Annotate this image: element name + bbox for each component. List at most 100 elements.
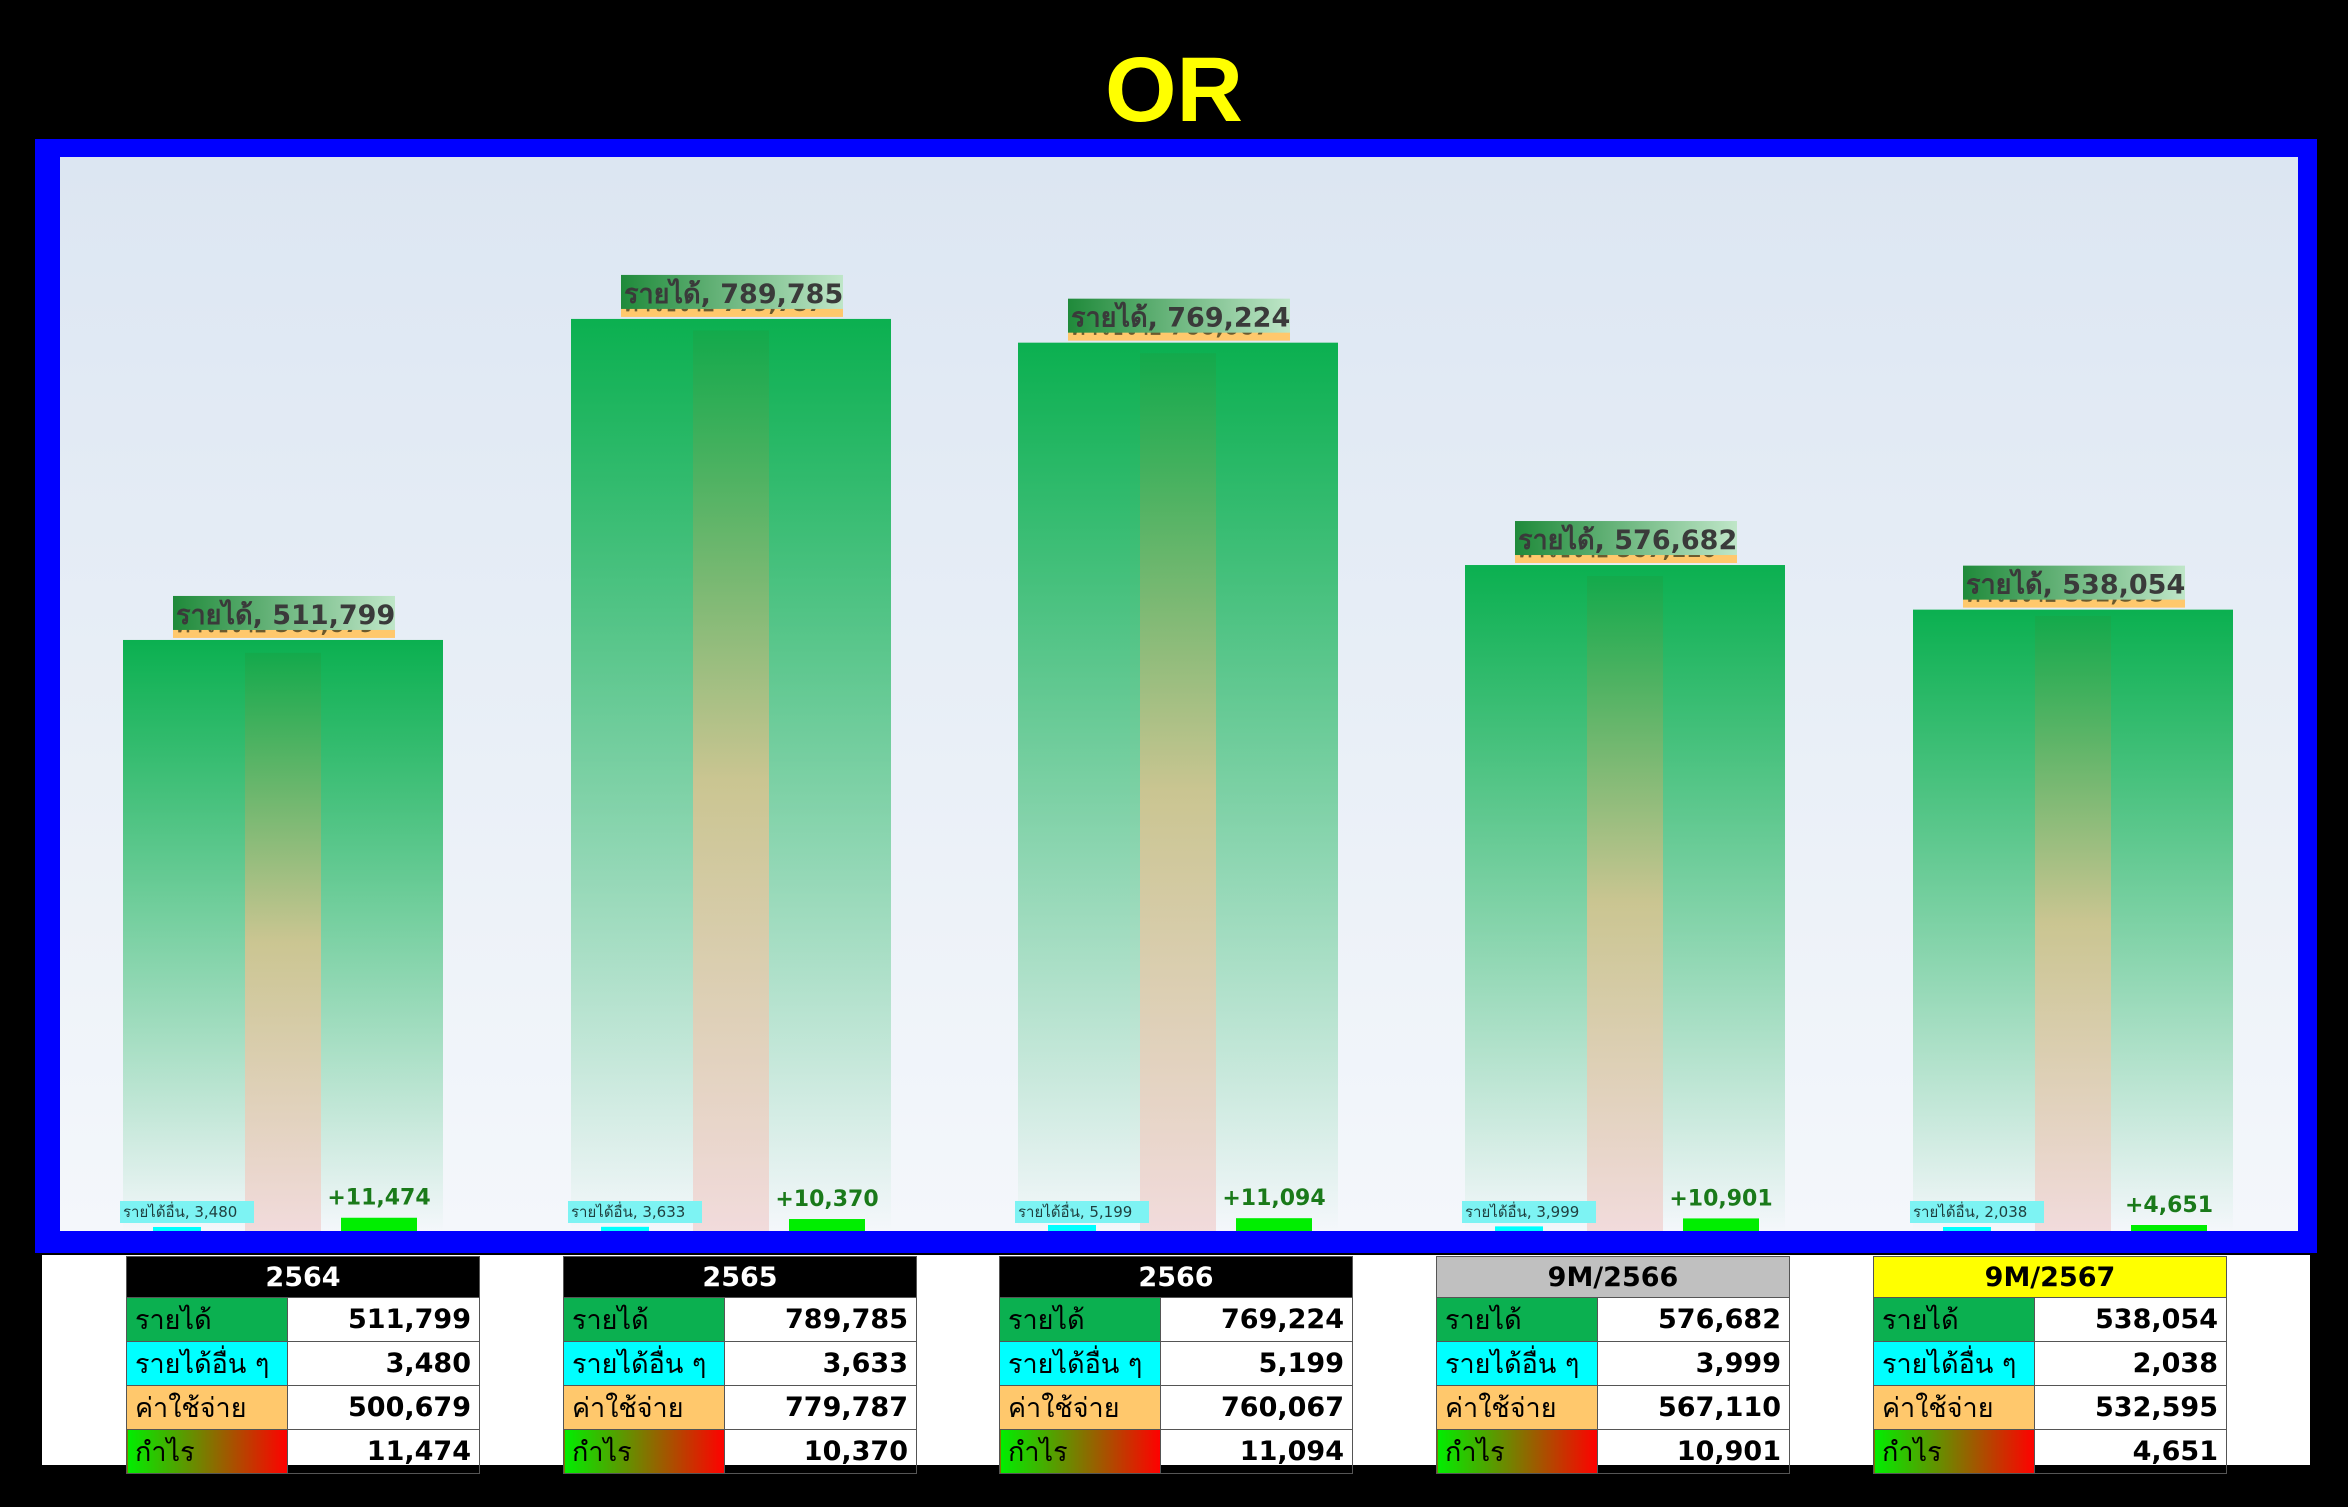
table-header: 9M/2567 — [1873, 1256, 2227, 1298]
summary-table: 9M/2566 รายได้ 576,682 รายได้อื่น ๆ 3,999 ค่า… — [1436, 1256, 1790, 1474]
other-income-label: รายได้อื่น, 3,633 — [571, 1201, 685, 1221]
row-label: ค่าใช้จ่าย — [1873, 1385, 2035, 1430]
profit-label: +10,370 — [775, 1187, 878, 1212]
row-value: 3,480 — [287, 1341, 480, 1386]
expense-bar — [245, 652, 321, 1231]
table-row: รายได้ 789,785 — [563, 1297, 917, 1342]
row-label: ค่าใช้จ่าย — [126, 1385, 288, 1430]
row-label: กำไร — [1873, 1429, 2035, 1474]
table-row: รายได้อื่น ๆ 3,999 — [1436, 1341, 1790, 1386]
other-income-label: รายได้อื่น, 3,999 — [1465, 1201, 1579, 1221]
table-row: รายได้อื่น ๆ 3,633 — [563, 1341, 917, 1386]
row-label: รายได้อื่น ๆ — [1436, 1341, 1598, 1386]
profit-bar — [341, 1217, 417, 1231]
row-label: รายได้ — [999, 1297, 1161, 1342]
table-row: รายได้อื่น ๆ 5,199 — [999, 1341, 1353, 1386]
revenue-label: รายได้, 789,785 — [624, 278, 843, 310]
revenue-label-bg — [1068, 298, 1290, 333]
row-value: 500,679 — [287, 1385, 480, 1430]
row-label: รายได้ — [126, 1297, 288, 1342]
revenue-label: รายได้, 576,682 — [1518, 524, 1737, 556]
row-value: 3,633 — [724, 1341, 917, 1386]
table-row: รายได้ 769,224 — [999, 1297, 1353, 1342]
row-value: 2,038 — [2034, 1341, 2227, 1386]
row-value: 760,067 — [1160, 1385, 1353, 1430]
other-income-label: รายได้อื่น, 2,038 — [1913, 1201, 2027, 1221]
other-income-label-bg — [1462, 1201, 1596, 1223]
table-header: 2566 — [999, 1256, 1353, 1298]
table-row: ค่าใช้จ่าย 500,679 — [126, 1385, 480, 1430]
table-row: รายได้อื่น ๆ 2,038 — [1873, 1341, 2227, 1386]
table-row: รายได้ 576,682 — [1436, 1297, 1790, 1342]
expense-bar — [2035, 615, 2111, 1231]
table-row: กำไร 4,651 — [1873, 1429, 2227, 1474]
row-label: รายได้อื่น ๆ — [1873, 1341, 2035, 1386]
summary-table: 2564 รายได้ 511,799 รายได้อื่น ๆ 3,480 ค่าใช้… — [126, 1256, 480, 1474]
profit-label: +11,094 — [1222, 1186, 1325, 1211]
other-income-label-bg — [1015, 1201, 1149, 1223]
profit-bar — [1683, 1218, 1759, 1231]
table-row: ค่าใช้จ่าย 567,110 — [1436, 1385, 1790, 1430]
revenue-label: รายได้, 538,054 — [1966, 569, 2185, 601]
row-label: รายได้อื่น ๆ — [999, 1341, 1161, 1386]
row-value: 511,799 — [287, 1297, 480, 1342]
other-income-bar — [1048, 1224, 1096, 1231]
row-label: กำไร — [563, 1429, 725, 1474]
table-row: กำไร 11,474 — [126, 1429, 480, 1474]
summary-table: 9M/2567 รายได้ 538,054 รายได้อื่น ๆ 2,038 ค่า… — [1873, 1256, 2227, 1474]
row-value: 10,370 — [724, 1429, 917, 1474]
row-label: กำไร — [999, 1429, 1161, 1474]
summary-table: 2566 รายได้ 769,224 รายได้อื่น ๆ 5,199 ค่าใช้… — [999, 1256, 1353, 1474]
other-income-bar — [601, 1226, 649, 1231]
other-income-bar — [1943, 1227, 1991, 1231]
row-label: รายได้ — [1873, 1297, 2035, 1342]
expense-bar — [693, 330, 769, 1231]
row-value: 779,787 — [724, 1385, 917, 1430]
table-row: ค่าใช้จ่าย 760,067 — [999, 1385, 1353, 1430]
table-row: กำไร 11,094 — [999, 1429, 1353, 1474]
other-income-label: รายได้อื่น, 3,480 — [123, 1201, 237, 1221]
table-row: ค่าใช้จ่าย 779,787 — [563, 1385, 917, 1430]
table-row: รายได้ 538,054 — [1873, 1297, 2227, 1342]
expense-bar — [1587, 576, 1663, 1231]
row-label: กำไร — [1436, 1429, 1598, 1474]
row-label: รายได้ — [563, 1297, 725, 1342]
plot-area: ค่าใช้จ่าย 500,679รายได้, 511,799รายได้อ… — [60, 157, 2298, 1231]
profit-label: +11,474 — [327, 1186, 430, 1211]
row-label: รายได้อื่น ๆ — [126, 1341, 288, 1386]
profit-bar — [2131, 1225, 2207, 1231]
row-value: 538,054 — [2034, 1297, 2227, 1342]
chart-title: OR — [1105, 39, 1243, 141]
table-row: กำไร 10,901 — [1436, 1429, 1790, 1474]
table-row: กำไร 10,370 — [563, 1429, 917, 1474]
other-income-bar — [153, 1226, 201, 1231]
row-value: 4,651 — [2034, 1429, 2227, 1474]
row-value: 11,094 — [1160, 1429, 1353, 1474]
expense-bar — [1140, 353, 1216, 1231]
revenue-label-bg — [621, 274, 843, 309]
row-label: กำไร — [126, 1429, 288, 1474]
row-value: 789,785 — [724, 1297, 917, 1342]
other-income-label-bg — [1910, 1201, 2044, 1223]
table-row: ค่าใช้จ่าย 532,595 — [1873, 1385, 2227, 1430]
row-label: ค่าใช้จ่าย — [1436, 1385, 1598, 1430]
summary-table: 2565 รายได้ 789,785 รายได้อื่น ๆ 3,633 ค่าใช้… — [563, 1256, 917, 1474]
row-value: 5,199 — [1160, 1341, 1353, 1386]
row-value: 532,595 — [2034, 1385, 2227, 1430]
profit-label: +10,901 — [1669, 1186, 1772, 1211]
row-label: ค่าใช้จ่าย — [563, 1385, 725, 1430]
row-value: 10,901 — [1597, 1429, 1790, 1474]
revenue-label-bg — [1515, 521, 1737, 556]
revenue-label-bg — [1963, 565, 2185, 600]
row-label: รายได้อื่น ๆ — [563, 1341, 725, 1386]
row-value: 576,682 — [1597, 1297, 1790, 1342]
other-income-label-bg — [120, 1201, 254, 1223]
table-header: 9M/2566 — [1436, 1256, 1790, 1298]
row-label: รายได้ — [1436, 1297, 1598, 1342]
bar-chart: ค่าใช้จ่าย 500,679รายได้, 511,799รายได้อ… — [120, 274, 2233, 1231]
other-income-label: รายได้อื่น, 5,199 — [1018, 1201, 1132, 1221]
revenue-label: รายได้, 769,224 — [1071, 302, 1290, 334]
table-row: รายได้อื่น ๆ 3,480 — [126, 1341, 480, 1386]
row-value: 11,474 — [287, 1429, 480, 1474]
other-income-bar — [1495, 1226, 1543, 1231]
